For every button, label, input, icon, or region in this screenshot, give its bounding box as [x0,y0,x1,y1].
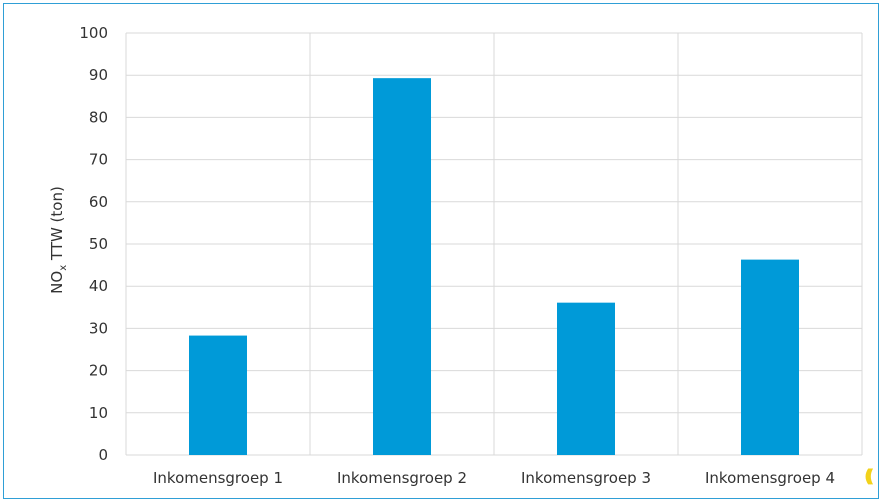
y-tick-label: 100 [79,24,108,42]
x-tick-labels: Inkomensgroep 1 Inkomensgroep 2 Inkomensgr… [153,469,835,487]
gridlines [125,32,863,456]
x-tick-label: Inkomensgroep 3 [521,469,651,487]
y-tick-label: 10 [89,404,108,422]
y-tick-label: 20 [89,362,108,380]
x-tick-label: Inkomensgroep 2 [337,469,467,487]
y-axis-title-rest: TTW (ton) [48,186,66,265]
bar-1 [189,335,247,455]
y-tick-label: 60 [89,193,108,211]
x-tick-label: Inkomensgroep 4 [705,469,835,487]
y-tick-label: 80 [89,108,108,126]
y-axis-title: NOx TTW (ton) [48,186,69,294]
y-tick-label: 90 [89,66,108,84]
bars [189,78,799,456]
y-tick-label: 70 [89,151,108,169]
logo-icon: (( [864,466,875,487]
chart-frame [3,3,879,499]
y-tick-label: 50 [89,235,108,253]
y-tick-label: 30 [89,319,108,337]
y-axis-title-main: NO [48,271,66,294]
x-tick-label: Inkomensgroep 1 [153,469,283,487]
bar-2 [373,78,431,456]
y-axis-title-subscript: x [58,265,69,271]
y-tick-label: 0 [98,446,108,464]
bar-4 [741,259,799,455]
y-tick-labels: 0 10 20 30 40 50 60 70 80 90 100 [79,24,108,464]
y-tick-label: 40 [89,277,108,295]
bar-3 [557,302,615,455]
